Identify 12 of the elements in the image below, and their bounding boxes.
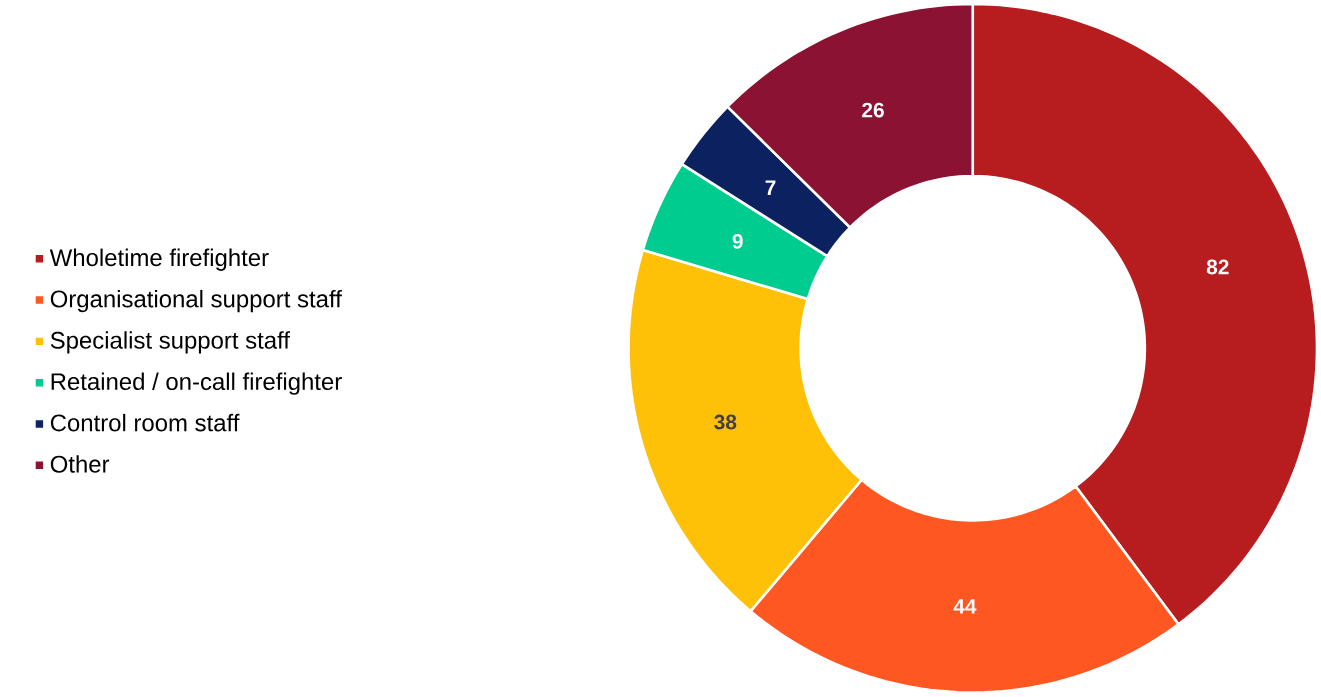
legend-label: Control room staff xyxy=(50,414,240,432)
data-label: 38 xyxy=(714,414,737,430)
legend-label: Other xyxy=(50,455,110,473)
data-label: 9 xyxy=(732,234,743,249)
data-label: 82 xyxy=(1206,259,1229,275)
data-label: 7 xyxy=(765,180,776,196)
legend-label: Organisational support staff xyxy=(50,290,342,313)
legend-label: Retained / on-call firefighter xyxy=(51,372,342,396)
legend-label: Wholetime firefighter xyxy=(49,248,269,272)
data-label: 26 xyxy=(862,102,884,118)
data-label: 44 xyxy=(953,599,977,614)
legend-label: Specialist support staff xyxy=(50,331,291,354)
